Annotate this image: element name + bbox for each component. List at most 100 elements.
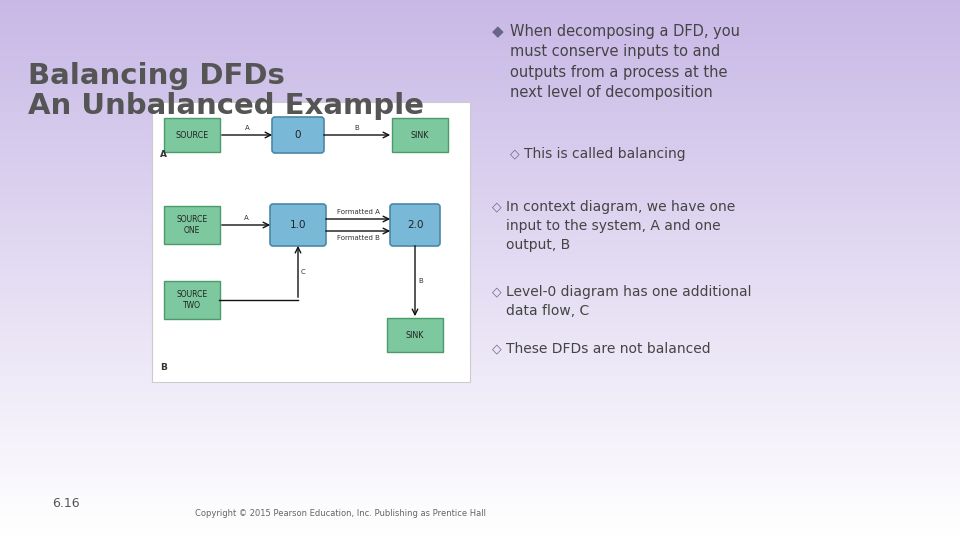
Bar	[0, 102, 960, 105]
Bar	[0, 137, 960, 140]
Text: ◇: ◇	[492, 285, 502, 298]
Bar	[0, 353, 960, 356]
Bar	[0, 280, 960, 284]
Text: 1.0: 1.0	[290, 220, 306, 230]
Bar	[0, 26, 960, 30]
Bar	[0, 53, 960, 57]
Text: ◆: ◆	[492, 24, 504, 39]
Bar	[0, 15, 960, 19]
Bar	[0, 426, 960, 429]
FancyBboxPatch shape	[387, 318, 443, 352]
Bar	[0, 156, 960, 159]
Bar	[0, 531, 960, 535]
Bar	[0, 274, 960, 278]
Text: SINK: SINK	[411, 131, 429, 139]
Bar	[0, 493, 960, 497]
Bar	[0, 331, 960, 335]
Bar	[0, 463, 960, 467]
Bar	[0, 177, 960, 181]
Bar	[0, 220, 960, 224]
Text: 2.0: 2.0	[407, 220, 423, 230]
Bar	[0, 145, 960, 148]
Bar	[0, 272, 960, 275]
Bar	[0, 434, 960, 437]
Text: When decomposing a DFD, you
must conserve inputs to and
outputs from a process a: When decomposing a DFD, you must conserv…	[510, 24, 740, 100]
Bar	[0, 488, 960, 491]
Bar	[0, 382, 960, 386]
Text: Formatted B: Formatted B	[337, 235, 379, 241]
Bar	[0, 377, 960, 381]
Bar	[0, 255, 960, 259]
Text: Copyright © 2015 Pearson Education, Inc. Publishing as Prentice Hall: Copyright © 2015 Pearson Education, Inc.…	[195, 509, 486, 518]
Bar	[0, 0, 960, 3]
Bar	[0, 455, 960, 459]
Bar	[0, 237, 960, 240]
Bar	[0, 355, 960, 359]
Bar	[0, 23, 960, 27]
Bar	[0, 37, 960, 40]
Bar	[0, 288, 960, 292]
Bar	[0, 180, 960, 184]
Bar	[0, 523, 960, 526]
Bar	[0, 507, 960, 510]
Bar	[0, 48, 960, 51]
Bar	[0, 58, 960, 62]
Bar	[0, 447, 960, 451]
Bar	[0, 436, 960, 440]
Bar	[0, 199, 960, 202]
Bar	[0, 226, 960, 230]
Bar	[0, 374, 960, 378]
Bar	[0, 404, 960, 408]
Bar	[0, 169, 960, 173]
Bar	[0, 328, 960, 332]
Bar	[0, 309, 960, 313]
Bar	[0, 453, 960, 456]
Bar	[0, 277, 960, 281]
Bar	[0, 399, 960, 402]
Bar	[0, 301, 960, 305]
Bar	[0, 201, 960, 205]
Bar	[0, 469, 960, 472]
Bar	[0, 18, 960, 22]
Bar	[0, 166, 960, 170]
Bar	[0, 39, 960, 43]
Text: B: B	[160, 363, 167, 372]
Bar	[0, 323, 960, 327]
Bar	[0, 234, 960, 238]
Bar	[0, 534, 960, 537]
Bar	[0, 91, 960, 94]
Bar	[0, 428, 960, 432]
Bar	[0, 247, 960, 251]
Text: Balancing DFDs: Balancing DFDs	[28, 62, 285, 90]
Bar	[0, 231, 960, 235]
FancyBboxPatch shape	[164, 206, 220, 244]
Bar	[0, 250, 960, 254]
Bar	[0, 536, 960, 540]
Text: SOURCE: SOURCE	[176, 131, 208, 139]
Bar	[0, 444, 960, 448]
Bar	[0, 56, 960, 59]
Text: SOURCE
TWO: SOURCE TWO	[177, 291, 207, 310]
Bar	[0, 318, 960, 321]
Bar	[0, 188, 960, 192]
Bar	[0, 458, 960, 462]
Bar	[0, 228, 960, 232]
Text: A: A	[245, 125, 250, 131]
Bar	[0, 264, 960, 267]
Bar	[0, 385, 960, 389]
Text: Level-0 diagram has one additional
data flow, C: Level-0 diagram has one additional data …	[506, 285, 752, 318]
Bar	[0, 342, 960, 346]
Bar	[0, 336, 960, 340]
Bar	[0, 480, 960, 483]
Bar	[0, 110, 960, 113]
Bar	[0, 334, 960, 338]
Bar	[0, 258, 960, 262]
Text: SINK: SINK	[406, 330, 424, 340]
Bar	[0, 210, 960, 213]
Bar	[0, 80, 960, 84]
Bar	[0, 396, 960, 400]
Bar	[0, 29, 960, 32]
Bar	[0, 471, 960, 475]
Bar	[0, 183, 960, 186]
Bar	[0, 393, 960, 397]
